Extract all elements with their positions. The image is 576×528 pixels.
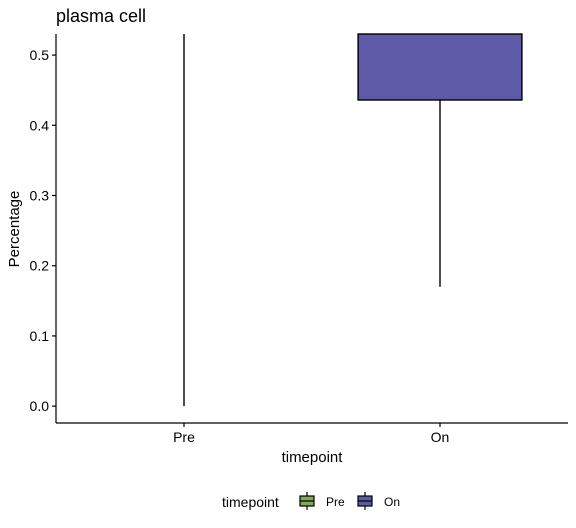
box-body (357, 33, 523, 101)
x-tick-label: On (431, 429, 450, 445)
y-tick-label: 0.3 (30, 187, 50, 203)
legend: timepoint Pre On (222, 492, 400, 510)
legend-label: Pre (326, 495, 345, 509)
y-axis-label: Percentage (6, 191, 23, 268)
plot-area: 0.0 0.1 0.2 0.3 0.4 0.5 Pre On (30, 33, 568, 445)
y-tick-label: 0.4 (30, 117, 50, 133)
y-tick-label: 0.0 (30, 398, 50, 414)
box-on (357, 33, 523, 287)
chart-title: plasma cell (56, 6, 146, 26)
x-axis-label: timepoint (282, 449, 344, 466)
y-tick-label: 0.2 (30, 258, 50, 274)
legend-item-pre: Pre (299, 492, 345, 510)
legend-item-on: On (357, 492, 400, 510)
y-tick-label: 0.5 (30, 47, 50, 63)
y-tick-label: 0.1 (30, 328, 50, 344)
legend-title: timepoint (222, 494, 279, 510)
x-tick-label: Pre (173, 429, 195, 445)
legend-label: On (384, 495, 400, 509)
